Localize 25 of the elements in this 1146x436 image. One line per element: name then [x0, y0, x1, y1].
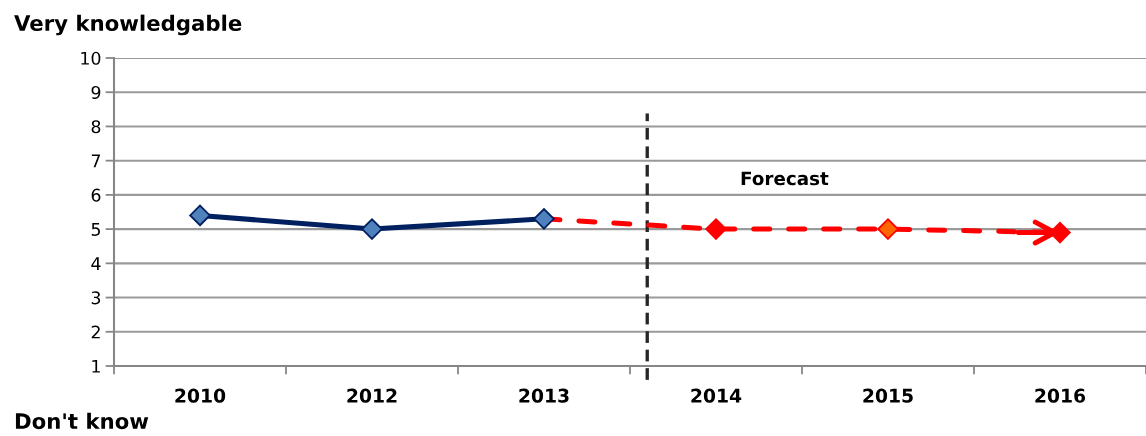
y-tick-label: 1 [92, 359, 100, 373]
x-tick-label: 2015 [863, 388, 913, 403]
y-tick-label: 3 [91, 291, 101, 305]
point [877, 218, 899, 240]
x-tick-label: 2013 [519, 388, 569, 403]
y-tick-label: 5 [91, 223, 100, 236]
text: Very knowledgable [14, 14, 242, 36]
y-tick-label: 7 [91, 154, 101, 168]
y-tick-label: 4 [91, 257, 101, 270]
text: Don't know [15, 412, 149, 430]
y-tick-label: 2 [91, 325, 100, 339]
x-tick-label: 2016 [1035, 388, 1086, 403]
y-tick-label: 9 [91, 85, 101, 100]
y-tick-label: 8 [91, 120, 101, 134]
point [189, 204, 211, 227]
x-tick-label: 2012 [347, 388, 397, 403]
x-tick-label: 2014 [691, 388, 742, 403]
x-tick-label: 2010 [175, 388, 226, 403]
y-tick-label: 6 [91, 188, 101, 202]
point [1049, 221, 1071, 244]
point [533, 208, 555, 230]
y-tick-label: 10 [81, 51, 101, 65]
point [361, 218, 383, 240]
annotation: Forecast [741, 171, 829, 186]
point [705, 218, 727, 240]
